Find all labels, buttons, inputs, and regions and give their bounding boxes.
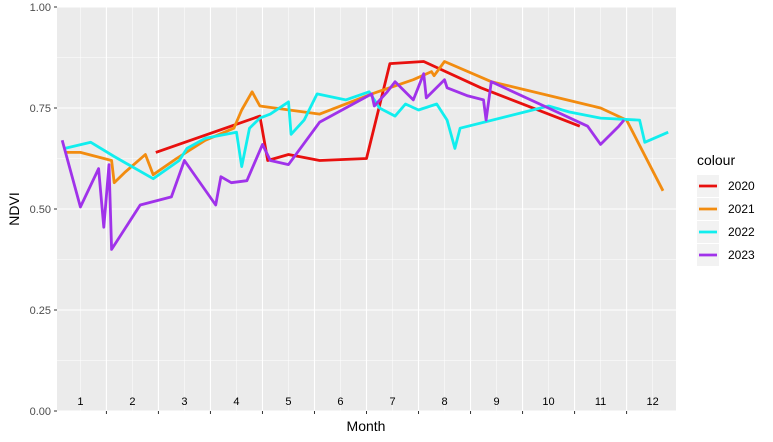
month-label: 9 bbox=[493, 396, 499, 408]
x-axis-title: Month bbox=[347, 418, 386, 434]
month-labels: 1 2 3 4 5 6 7 8 9 10 11 12 bbox=[77, 396, 658, 408]
month-label: 3 bbox=[181, 396, 187, 408]
y-tick-label: 0.75 bbox=[30, 103, 51, 115]
x-axis bbox=[105, 411, 628, 414]
series-lines bbox=[60, 60, 669, 251]
legend-title: colour bbox=[697, 152, 735, 168]
month-label: 11 bbox=[595, 396, 606, 408]
month-label: 2 bbox=[129, 396, 135, 408]
y-tick-label: 1.00 bbox=[30, 2, 51, 14]
y-tick-label: 0.25 bbox=[30, 305, 51, 317]
series-line-2021 bbox=[64, 60, 665, 192]
month-label: 10 bbox=[542, 396, 554, 408]
y-tick-label: 0.50 bbox=[30, 204, 51, 216]
legend-label-2022: 2022 bbox=[728, 225, 755, 239]
series-line-2020 bbox=[155, 60, 581, 162]
series-line-2022 bbox=[64, 90, 669, 181]
month-label: 8 bbox=[441, 396, 447, 408]
month-label: 1 bbox=[77, 396, 83, 408]
month-label: 12 bbox=[646, 396, 658, 408]
legend: colour 2020 2021 2022 2023 bbox=[697, 152, 755, 266]
y-axis: 0.00 0.25 0.50 0.75 1.00 bbox=[30, 2, 57, 418]
series-line-2023 bbox=[60, 72, 626, 251]
legend-label-2021: 2021 bbox=[728, 202, 755, 216]
month-label: 5 bbox=[285, 396, 291, 408]
legend-label-2023: 2023 bbox=[728, 248, 755, 262]
month-label: 4 bbox=[233, 396, 239, 408]
month-label: 6 bbox=[337, 396, 343, 408]
y-tick-label: 0.00 bbox=[30, 406, 51, 418]
y-axis-title: NDVI bbox=[6, 192, 22, 225]
month-label: 7 bbox=[389, 396, 395, 408]
legend-label-2020: 2020 bbox=[728, 179, 755, 193]
